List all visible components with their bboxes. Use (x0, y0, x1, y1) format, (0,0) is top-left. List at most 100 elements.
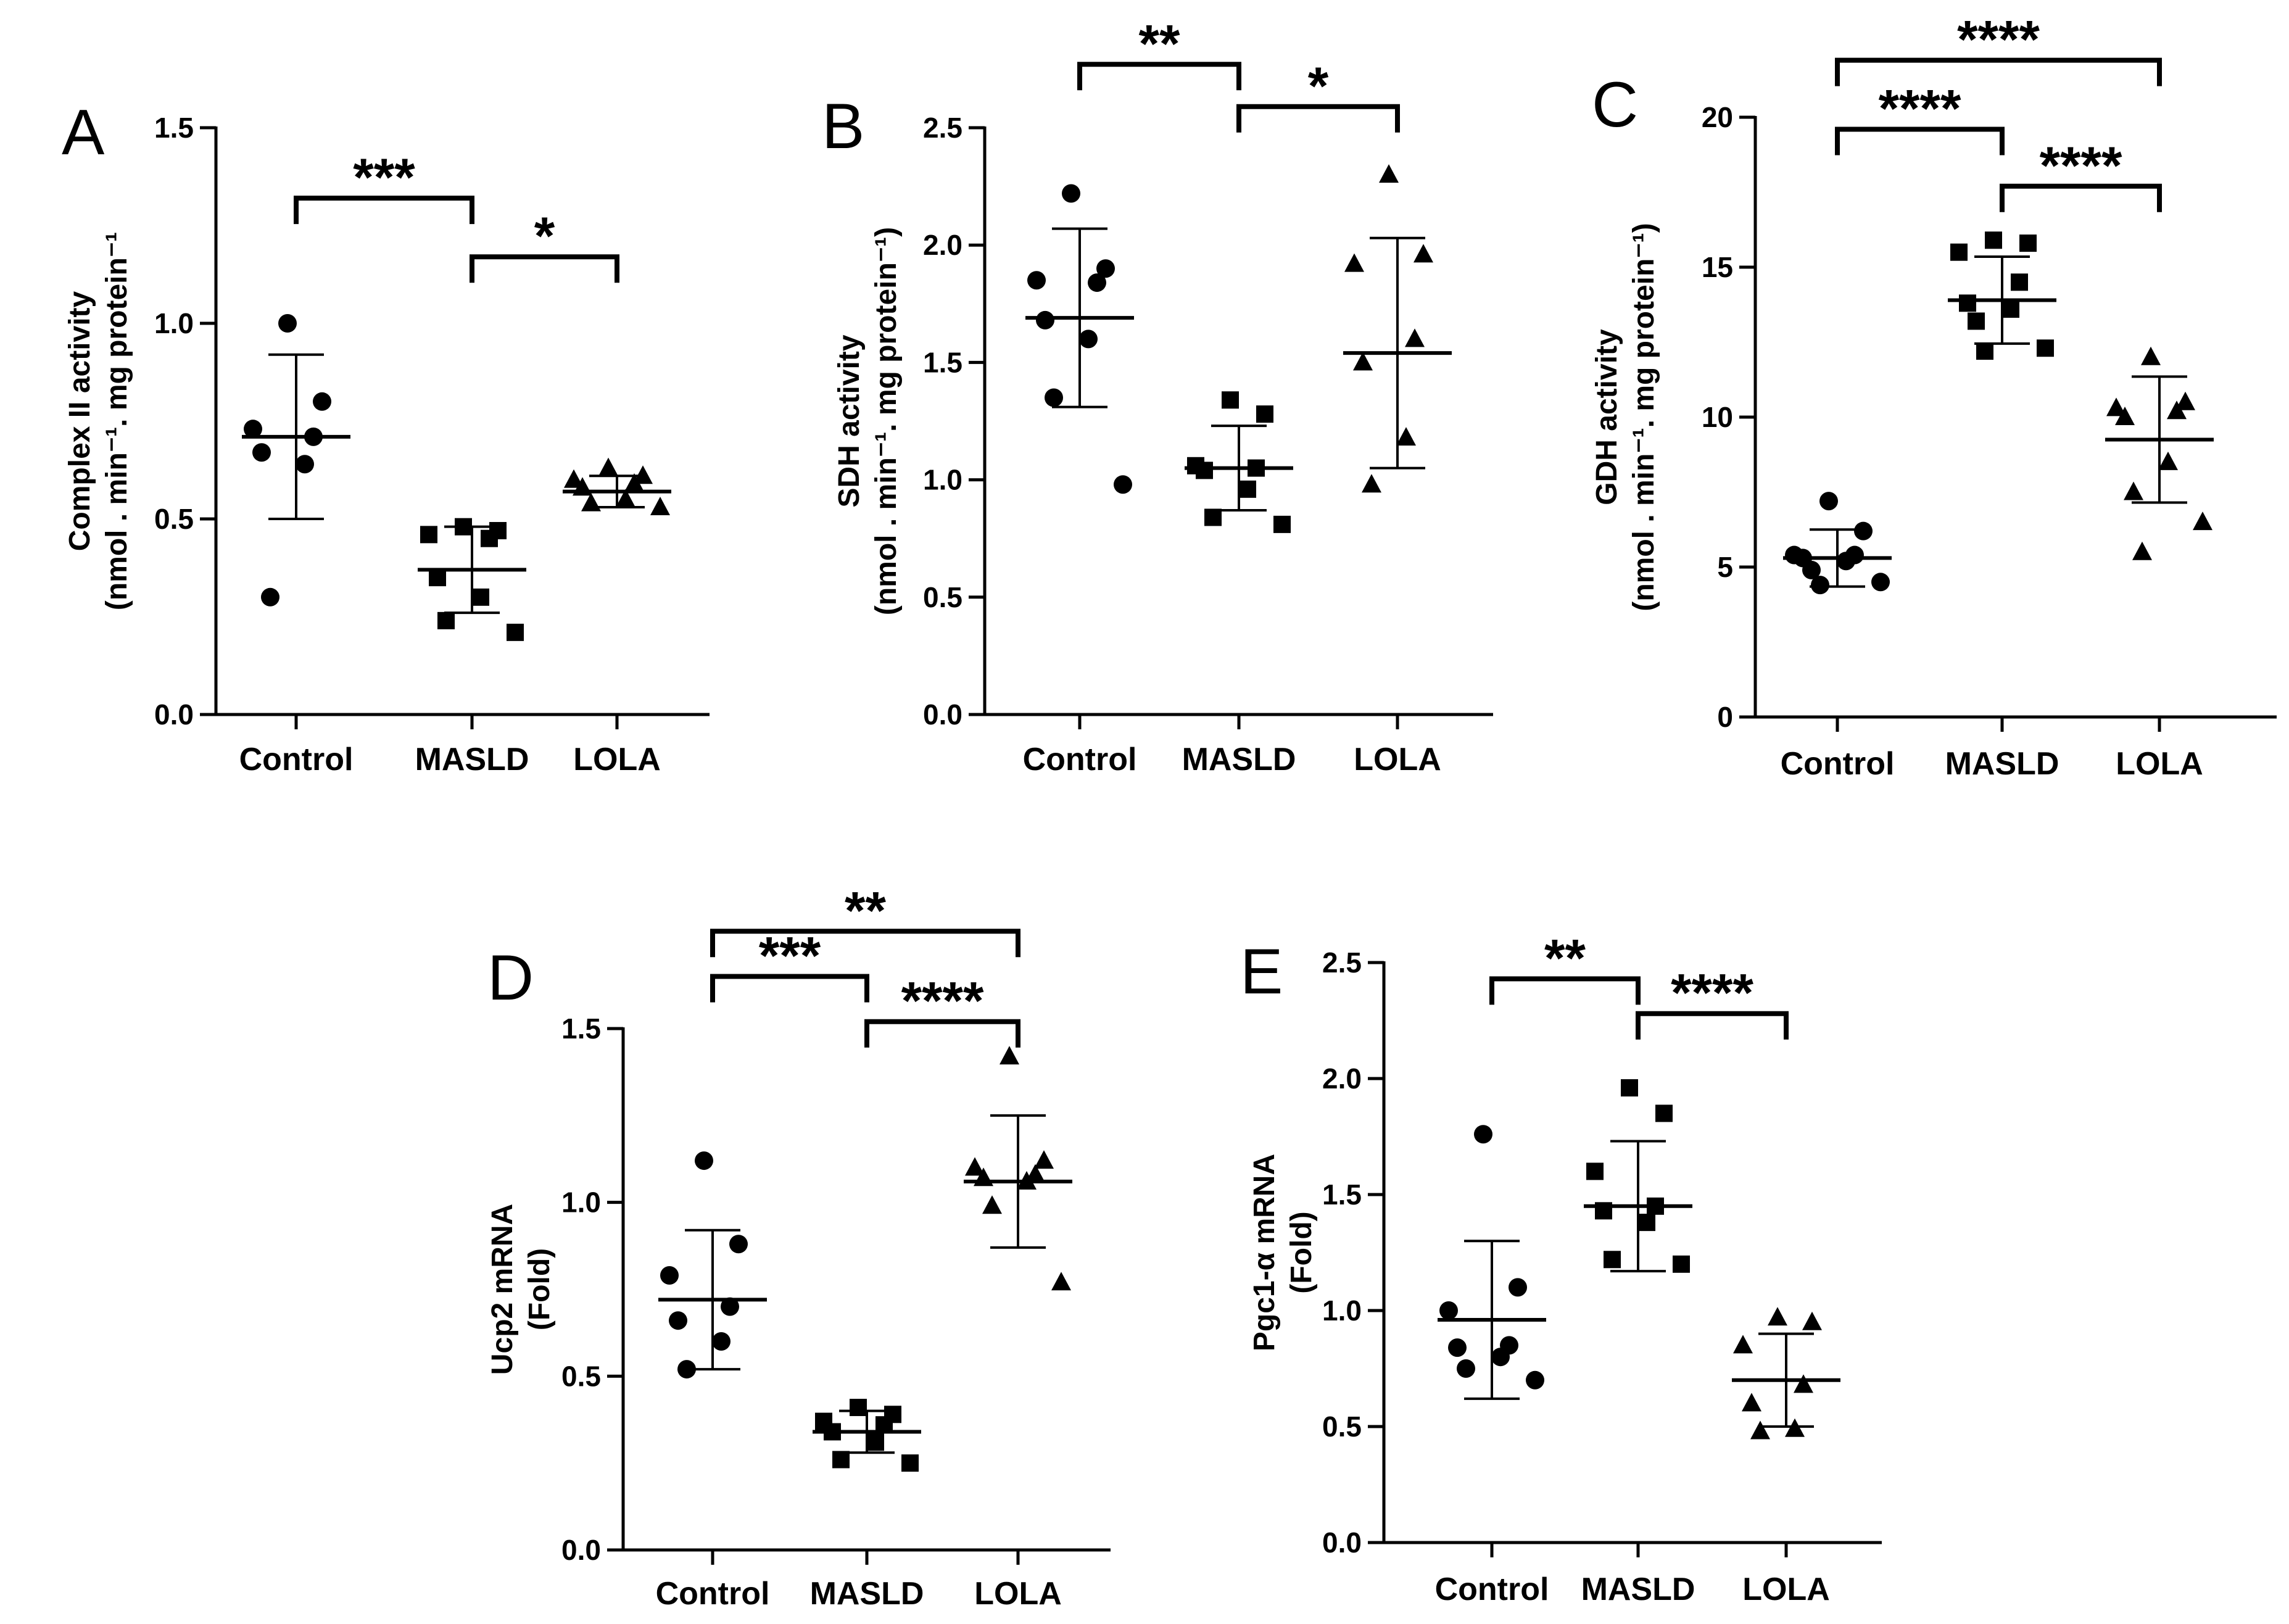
data-point-lola (1017, 1170, 1037, 1190)
significance-bracket (1489, 976, 1641, 1005)
significance-bracket (1636, 1011, 1789, 1040)
data-point-masld (437, 611, 455, 629)
data-point-masld (1950, 243, 1968, 261)
y-tick-label: 0 (1717, 701, 1733, 733)
data-point-control (1096, 259, 1115, 278)
significance-label: **** (901, 972, 984, 1031)
data-point-masld (481, 529, 498, 547)
y-tick-label: 2.5 (923, 112, 962, 144)
data-point-lola (1750, 1420, 1770, 1440)
data-point-lola (2124, 481, 2143, 500)
significance-bracket (294, 196, 474, 225)
data-point-control (1837, 552, 1855, 571)
data-point-masld (1196, 462, 1213, 479)
data-point-control (1457, 1359, 1475, 1378)
y-tick-label: 10 (1702, 401, 1733, 433)
data-point-masld (1586, 1162, 1604, 1180)
data-point-masld (1985, 231, 2002, 249)
significance-bracket (1077, 62, 1241, 91)
data-point-lola (650, 496, 670, 515)
data-point-control (1062, 184, 1080, 203)
x-tick-label: MASLD (810, 1576, 924, 1612)
significance-label: **** (2040, 136, 2122, 196)
data-point-control (1819, 492, 1838, 511)
y-tick-label: 1.5 (923, 346, 962, 378)
data-point-masld (1273, 515, 1291, 533)
significance-bracket (864, 1019, 1020, 1048)
data-point-control (1854, 521, 1873, 541)
data-point-masld (2019, 234, 2037, 252)
data-point-control (1027, 271, 1046, 290)
y-axis-label: Ucp2 mRNA (Fold) (486, 1204, 556, 1375)
significance-bracket (1835, 126, 2005, 155)
data-point-control (712, 1332, 731, 1351)
data-point-control (304, 427, 323, 446)
x-tick-label: MASLD (1581, 1572, 1695, 1607)
panel-e: E 0.0 0.5 1.0 1.5 2.0 2.5 Control MASLD LOLA Pgc1-… (1240, 929, 1882, 1607)
data-point-lola (1802, 1311, 1822, 1330)
data-point-lola (1733, 1335, 1753, 1354)
significance-label: **** (1879, 79, 1961, 138)
data-point-masld (455, 518, 472, 536)
significance-label: * (534, 207, 555, 266)
data-point-lola (1379, 164, 1399, 183)
data-point-control (1474, 1125, 1492, 1144)
data-point-control (669, 1311, 687, 1330)
data-point-control (1088, 273, 1106, 292)
y-tick-label: 0.0 (154, 698, 194, 731)
data-point-control (1114, 475, 1132, 494)
y-axis-label: GDH activity (nmol . min⁻¹. mg protein⁻¹) (1591, 223, 1660, 611)
y-tick-label: 20 (1702, 101, 1733, 133)
data-point-masld (1638, 1214, 1655, 1232)
data-point-masld (1248, 459, 1265, 477)
data-point-control (278, 314, 297, 333)
data-point-lola (1414, 244, 1433, 263)
data-point-lola (2158, 451, 2178, 470)
panel-label: C (1592, 69, 1638, 141)
data-point-masld (1621, 1079, 1638, 1097)
y-tick-label: 1.5 (154, 112, 194, 144)
data-point-masld (1595, 1202, 1612, 1220)
significance-bracket (1835, 57, 2162, 86)
data-point-lola (2106, 397, 2126, 416)
data-point-masld (875, 1416, 893, 1434)
data-point-masld (1976, 342, 1993, 360)
x-tick-label: Control (239, 742, 354, 777)
y-tick-label: 1.0 (561, 1187, 601, 1219)
significance-bracket (1236, 104, 1400, 133)
data-point-control (1036, 310, 1054, 329)
y-tick-label: 0.0 (923, 698, 962, 731)
data-point-lola (1051, 1272, 1071, 1291)
y-tick-label: 5 (1717, 551, 1733, 583)
y-tick-label: 15 (1702, 251, 1733, 283)
y-tick-label: 1.5 (1322, 1179, 1362, 1211)
data-point-masld (429, 569, 446, 587)
panel-label: B (822, 91, 864, 162)
data-point-masld (850, 1399, 867, 1417)
y-tick-label: 1.5 (561, 1013, 601, 1045)
data-point-masld (1655, 1104, 1673, 1122)
data-point-control (296, 455, 314, 474)
y-tick-label: 1.0 (1322, 1295, 1362, 1327)
x-tick-label: Control (1781, 746, 1895, 782)
x-tick-label: LOLA (573, 742, 661, 777)
y-axis-label: Complex II activity (nmol . min⁻¹. mg pro… (64, 232, 133, 610)
data-point-lola (2175, 391, 2195, 410)
data-point-lola (982, 1195, 1002, 1214)
significance-label: ** (845, 881, 886, 940)
data-point-control (1871, 573, 1890, 592)
y-axis-label: SDH activity (nmol . min⁻¹. mg protein⁻¹) (833, 227, 903, 615)
y-tick-label: 0.5 (1322, 1411, 1362, 1443)
data-point-masld (420, 526, 437, 544)
x-tick-label: LOLA (974, 1576, 1062, 1612)
significance-label: **** (1671, 964, 1753, 1023)
data-point-control (660, 1266, 679, 1285)
data-point-masld (901, 1454, 919, 1472)
panel-c: C 0 5 10 15 20 Control MASLD LOLA GDH activity (nm… (1591, 10, 2277, 782)
data-point-lola (974, 1167, 993, 1187)
data-point-lola (1768, 1307, 1787, 1326)
data-point-masld (2037, 339, 2054, 357)
data-point-lola (2132, 541, 2152, 560)
y-tick-label: 0.0 (561, 1534, 601, 1566)
